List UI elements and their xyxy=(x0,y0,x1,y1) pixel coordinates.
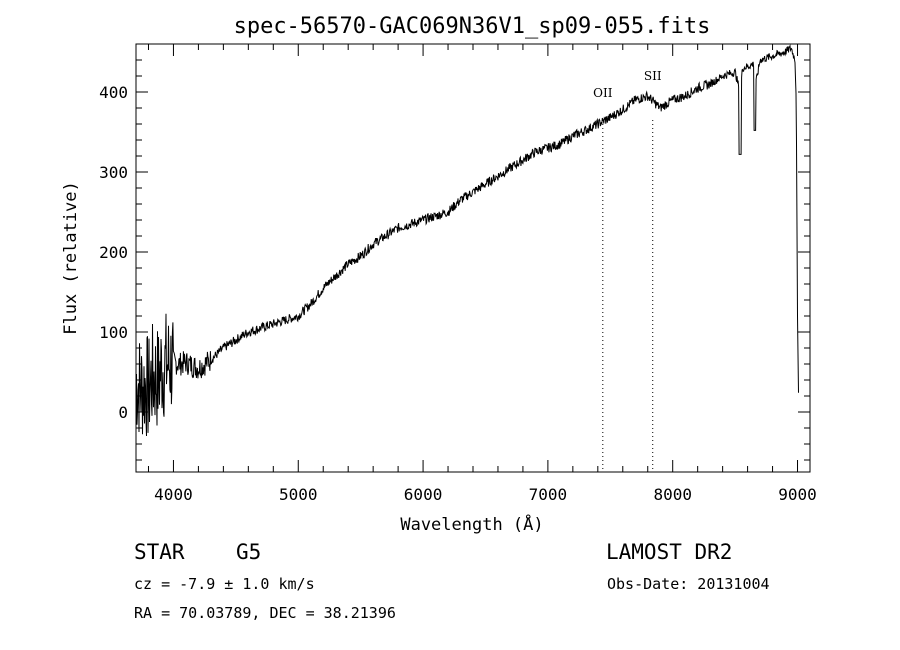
x-tick-label: 4000 xyxy=(154,485,193,504)
x-tick-label: 7000 xyxy=(529,485,568,504)
marker-label: OII xyxy=(593,86,613,100)
y-tick-label: 400 xyxy=(99,83,128,102)
x-tick-label: 5000 xyxy=(279,485,318,504)
chart-title: spec-56570-GAC069N36V1_sp09-055.fits xyxy=(234,14,711,39)
x-tick-label: 6000 xyxy=(404,485,443,504)
y-tick-label: 100 xyxy=(99,323,128,342)
emission-line-markers: OII SII xyxy=(593,69,662,472)
y-axis: 0 100 200 300 400 xyxy=(99,43,810,461)
y-tick-label: 300 xyxy=(99,163,128,182)
plot-frame xyxy=(135,43,811,473)
x-axis: 4000 5000 6000 7000 8000 9000 xyxy=(147,44,817,504)
obs-date-text: Obs-Date: 20131004 xyxy=(607,575,770,593)
marker-label: SII xyxy=(644,69,662,83)
redshift-text: cz = -7.9 ± 1.0 km/s xyxy=(134,575,315,593)
y-tick-label: 0 xyxy=(118,403,128,422)
x-tick-label: 8000 xyxy=(653,485,692,504)
y-tick-label: 200 xyxy=(99,243,128,262)
x-tick-label: 9000 xyxy=(778,485,817,504)
y-axis-label: Flux (relative) xyxy=(61,181,81,335)
subclass-label: G5 xyxy=(236,540,262,564)
x-axis-label: Wavelength (Å) xyxy=(400,513,543,535)
class-label: STAR xyxy=(134,540,185,564)
spectrum-series-line xyxy=(135,43,799,437)
survey-label: LAMOST DR2 xyxy=(606,540,733,564)
coordinates-text: RA = 70.03789, DEC = 38.21396 xyxy=(134,604,396,622)
